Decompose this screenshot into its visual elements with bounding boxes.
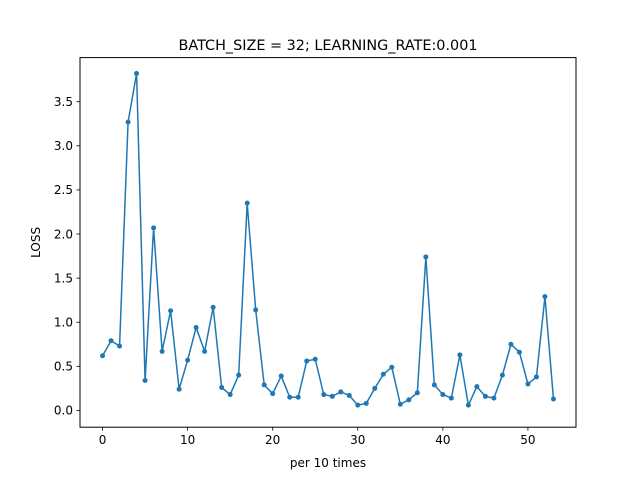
loss-point: [244, 200, 250, 206]
loss-point: [151, 225, 157, 231]
plot-area-frame: [79, 57, 577, 428]
y-tick-label: 0.0: [54, 404, 73, 418]
loss-series-line: [101, 72, 555, 406]
loss-point: [533, 374, 539, 380]
loss-point: [261, 382, 267, 388]
y-axis-label: LOSS: [29, 227, 43, 258]
loss-point: [499, 372, 505, 378]
loss-point: [440, 392, 446, 398]
loss-point: [236, 372, 242, 378]
loss-point: [287, 394, 293, 400]
loss-point: [321, 392, 327, 398]
loss-point: [219, 385, 225, 391]
loss-point: [100, 353, 106, 359]
loss-point: [346, 392, 352, 398]
loss-point: [117, 343, 123, 349]
loss-point: [423, 254, 429, 260]
loss-point: [397, 401, 403, 407]
loss-point: [431, 382, 437, 388]
loss-point: [159, 348, 165, 354]
x-tick-label: 0: [99, 433, 107, 447]
loss-point: [372, 385, 378, 391]
loss-point: [253, 307, 259, 313]
x-axis-label: per 10 times: [290, 456, 366, 470]
loss-point: [363, 400, 369, 406]
loss-point: [193, 325, 199, 331]
y-tick-label: 3.0: [54, 139, 73, 153]
chart-title: BATCH_SIZE = 32; LEARNING_RATE:0.001: [178, 38, 477, 54]
loss-point: [355, 402, 361, 408]
loss-point: [406, 397, 412, 403]
x-tick-label: 50: [520, 433, 535, 447]
loss-point: [125, 119, 131, 125]
y-tick-label: 3.5: [54, 95, 73, 109]
loss-point: [270, 391, 276, 397]
x-tick-label: 10: [180, 433, 195, 447]
loss-point: [542, 294, 548, 300]
loss-point: [227, 392, 233, 398]
loss-point: [329, 393, 335, 399]
series-layer: [100, 70, 556, 408]
loss-point: [525, 381, 531, 387]
x-tick-label: 40: [435, 433, 450, 447]
loss-point: [168, 308, 174, 314]
loss-point: [380, 371, 386, 377]
x-tick-label: 30: [350, 433, 365, 447]
y-tick-label: 0.5: [54, 360, 73, 374]
y-tick-label: 2.5: [54, 183, 73, 197]
loss-point: [508, 341, 514, 347]
loss-point: [389, 364, 395, 370]
loss-point: [304, 358, 310, 364]
loss-point: [448, 395, 454, 401]
loss-point: [482, 393, 488, 399]
loss-point: [491, 395, 497, 401]
x-axis: 0 10 20 30 40 50: [99, 427, 536, 447]
loss-point: [176, 386, 182, 392]
loss-point: [457, 352, 463, 358]
loss-point: [202, 348, 208, 354]
loss-point: [108, 338, 114, 344]
loss-point: [295, 394, 301, 400]
loss-point: [185, 357, 191, 363]
y-axis: 0.0 0.5 1.0 1.5 2.0 2.5 3.0 3.5: [54, 95, 80, 418]
loss-point: [474, 384, 480, 390]
y-tick-label: 1.5: [54, 271, 73, 285]
loss-point: [338, 389, 344, 395]
loss-point: [278, 373, 284, 379]
loss-point: [142, 377, 148, 383]
loss-point: [516, 349, 522, 355]
loss-point: [550, 396, 556, 402]
loss-point: [414, 390, 420, 396]
loss-point: [465, 402, 471, 408]
x-tick-label: 20: [265, 433, 280, 447]
y-tick-label: 1.0: [54, 316, 73, 330]
loss-point: [134, 70, 140, 76]
loss-point: [210, 304, 216, 310]
loss-point: [312, 356, 318, 362]
y-tick-label: 2.0: [54, 227, 73, 241]
